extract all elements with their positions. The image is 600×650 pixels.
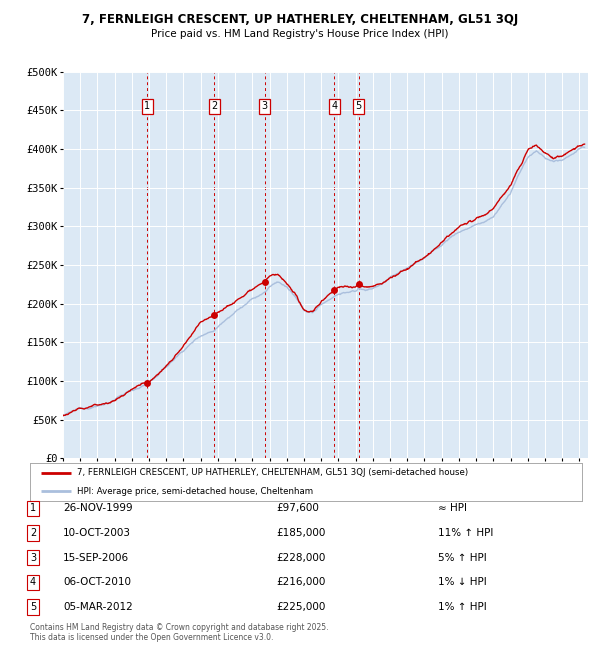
Text: HPI: Average price, semi-detached house, Cheltenham: HPI: Average price, semi-detached house,… — [77, 487, 313, 495]
Text: 11% ↑ HPI: 11% ↑ HPI — [438, 528, 493, 538]
Text: 3: 3 — [30, 552, 36, 563]
Text: This data is licensed under the Open Government Licence v3.0.: This data is licensed under the Open Gov… — [30, 633, 274, 642]
Text: £185,000: £185,000 — [276, 528, 325, 538]
Text: 5: 5 — [355, 101, 362, 111]
Text: £225,000: £225,000 — [276, 602, 325, 612]
Text: 4: 4 — [331, 101, 337, 111]
Text: 5% ↑ HPI: 5% ↑ HPI — [438, 552, 487, 563]
Text: 3: 3 — [262, 101, 268, 111]
Text: £97,600: £97,600 — [276, 503, 319, 514]
Text: 1: 1 — [30, 503, 36, 514]
Text: Contains HM Land Registry data © Crown copyright and database right 2025.: Contains HM Land Registry data © Crown c… — [30, 623, 329, 632]
Text: 7, FERNLEIGH CRESCENT, UP HATHERLEY, CHELTENHAM, GL51 3QJ: 7, FERNLEIGH CRESCENT, UP HATHERLEY, CHE… — [82, 13, 518, 26]
Text: 2: 2 — [211, 101, 217, 111]
Text: 26-NOV-1999: 26-NOV-1999 — [63, 503, 133, 514]
Text: 15-SEP-2006: 15-SEP-2006 — [63, 552, 129, 563]
Text: 1% ↓ HPI: 1% ↓ HPI — [438, 577, 487, 588]
Text: ≈ HPI: ≈ HPI — [438, 503, 467, 514]
Text: 1: 1 — [144, 101, 151, 111]
Text: 4: 4 — [30, 577, 36, 588]
Text: 2: 2 — [30, 528, 36, 538]
Text: 05-MAR-2012: 05-MAR-2012 — [63, 602, 133, 612]
Text: 06-OCT-2010: 06-OCT-2010 — [63, 577, 131, 588]
Text: 1% ↑ HPI: 1% ↑ HPI — [438, 602, 487, 612]
Text: 5: 5 — [30, 602, 36, 612]
Text: £228,000: £228,000 — [276, 552, 325, 563]
Text: £216,000: £216,000 — [276, 577, 325, 588]
Text: Price paid vs. HM Land Registry's House Price Index (HPI): Price paid vs. HM Land Registry's House … — [151, 29, 449, 38]
Text: 7, FERNLEIGH CRESCENT, UP HATHERLEY, CHELTENHAM, GL51 3QJ (semi-detached house): 7, FERNLEIGH CRESCENT, UP HATHERLEY, CHE… — [77, 469, 468, 478]
Text: 10-OCT-2003: 10-OCT-2003 — [63, 528, 131, 538]
